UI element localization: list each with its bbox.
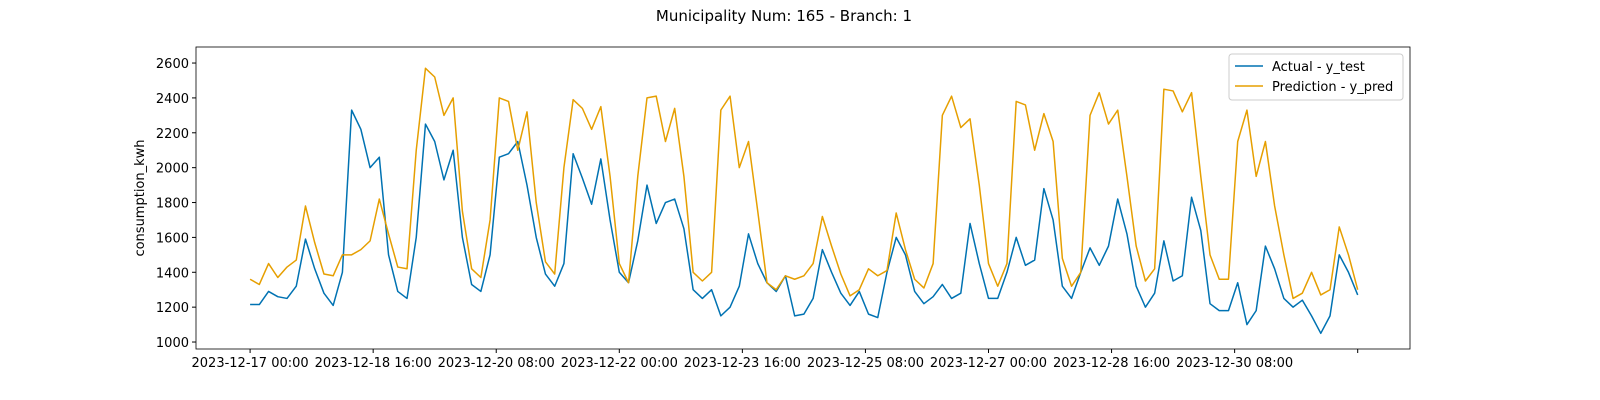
x-tick-label: 2023-12-28 16:00 — [1053, 356, 1170, 371]
legend-box — [1228, 53, 1404, 101]
legend: Actual - y_test Prediction - y_pred — [1228, 53, 1404, 101]
x-tick-label: 2023-12-23 16:00 — [684, 356, 801, 371]
y-tick-label: 1600 — [156, 231, 189, 246]
line-series — [249, 67, 1359, 300]
y-tick-label: 2200 — [156, 127, 189, 142]
y-tick-label: 2600 — [156, 57, 189, 72]
line-series — [250, 109, 1359, 335]
chart-title: Municipality Num: 165 - Branch: 1 — [656, 7, 912, 25]
y-tick-label: 1400 — [156, 266, 189, 281]
legend-label: Actual - y_test — [1272, 60, 1365, 75]
y-tick-label: 2400 — [156, 92, 189, 107]
y-tick-label: 1200 — [156, 301, 189, 316]
x-tick-label: 2023-12-18 16:00 — [315, 356, 432, 371]
legend-label: Prediction - y_pred — [1272, 80, 1393, 95]
y-tick-label: 1000 — [156, 336, 189, 351]
x-tick-label: 2023-12-17 00:00 — [192, 356, 309, 371]
x-tick-label: 2023-12-22 00:00 — [561, 356, 678, 371]
plot-frame — [195, 46, 1411, 350]
x-tick-label: 2023-12-20 08:00 — [438, 356, 555, 371]
x-tick-label: 2023-12-30 08:00 — [1176, 356, 1293, 371]
y-tick-label: 1800 — [156, 197, 189, 212]
y-tick-label: 2000 — [156, 162, 189, 177]
x-tick-label: 2023-12-25 08:00 — [807, 356, 924, 371]
x-tick-label: 2023-12-27 00:00 — [930, 356, 1047, 371]
y-axis-label: consumption_kwh — [133, 139, 148, 256]
